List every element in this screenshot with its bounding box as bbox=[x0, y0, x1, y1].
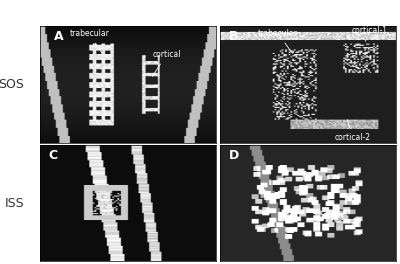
Text: SOS: SOS bbox=[0, 78, 24, 91]
Text: cortical-1: cortical-1 bbox=[352, 26, 388, 41]
Text: B: B bbox=[229, 30, 238, 43]
Text: ISS: ISS bbox=[4, 197, 24, 210]
Text: cortical-2: cortical-2 bbox=[334, 120, 370, 142]
Text: trabecular: trabecular bbox=[258, 29, 298, 53]
Text: A: A bbox=[54, 30, 64, 43]
Text: trabecular: trabecular bbox=[69, 29, 109, 53]
Text: D: D bbox=[229, 149, 239, 162]
Text: C: C bbox=[49, 149, 58, 162]
Text: cortical: cortical bbox=[152, 50, 181, 76]
